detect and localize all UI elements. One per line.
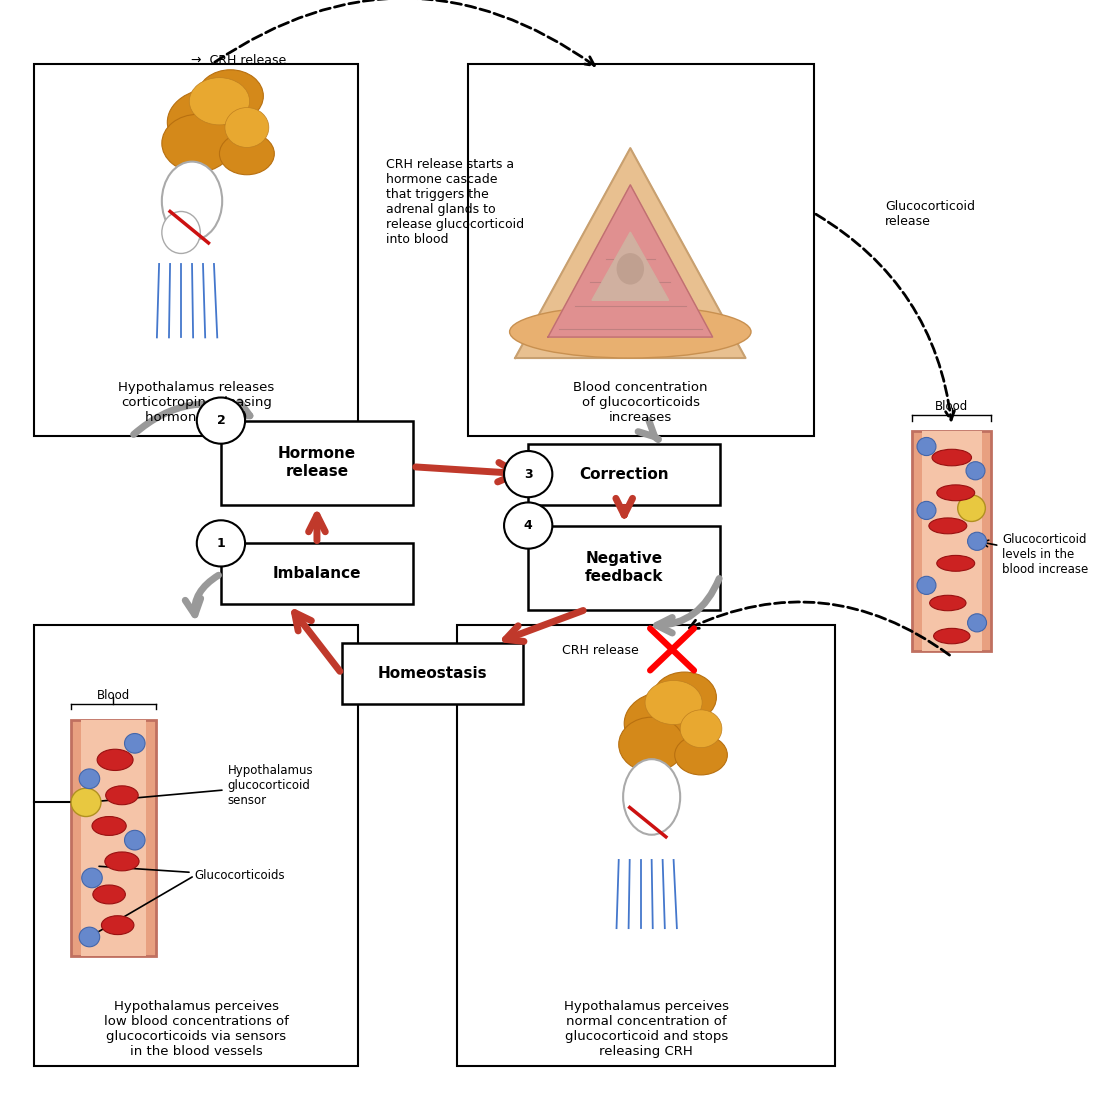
- Circle shape: [504, 502, 552, 548]
- Ellipse shape: [617, 253, 645, 284]
- Ellipse shape: [937, 485, 975, 501]
- Text: Blood: Blood: [935, 400, 968, 414]
- Text: Homeostasis: Homeostasis: [378, 666, 487, 682]
- Circle shape: [124, 830, 145, 850]
- Ellipse shape: [106, 785, 139, 805]
- Text: Negative
feedback: Negative feedback: [585, 551, 663, 584]
- Text: 3: 3: [524, 467, 533, 480]
- Ellipse shape: [97, 749, 133, 770]
- Ellipse shape: [623, 759, 680, 835]
- Ellipse shape: [509, 305, 751, 358]
- Ellipse shape: [957, 494, 985, 522]
- FancyBboxPatch shape: [342, 643, 523, 703]
- FancyBboxPatch shape: [70, 720, 156, 956]
- Ellipse shape: [105, 852, 140, 871]
- FancyBboxPatch shape: [221, 420, 413, 504]
- Circle shape: [79, 927, 99, 946]
- Text: Correction: Correction: [580, 467, 669, 481]
- FancyBboxPatch shape: [35, 626, 359, 1066]
- Text: 4: 4: [524, 519, 533, 532]
- Polygon shape: [592, 232, 669, 301]
- Circle shape: [966, 462, 985, 480]
- Ellipse shape: [645, 680, 703, 724]
- Ellipse shape: [929, 517, 967, 534]
- Text: 1: 1: [217, 537, 226, 550]
- Ellipse shape: [624, 691, 712, 756]
- Text: 2: 2: [217, 415, 226, 427]
- Ellipse shape: [102, 916, 134, 934]
- Ellipse shape: [680, 710, 722, 747]
- Text: Imbalance: Imbalance: [273, 567, 361, 581]
- Text: CRH release: CRH release: [562, 644, 639, 657]
- Circle shape: [967, 614, 986, 632]
- Ellipse shape: [929, 595, 966, 610]
- Text: Hypothalamus perceives
low blood concentrations of
glucocorticoids via sensors
i: Hypothalamus perceives low blood concent…: [104, 1000, 288, 1058]
- Ellipse shape: [168, 89, 260, 156]
- Ellipse shape: [652, 672, 716, 722]
- Circle shape: [79, 769, 99, 789]
- Text: Glucocorticoids: Glucocorticoids: [99, 866, 285, 882]
- Circle shape: [504, 451, 552, 497]
- Circle shape: [197, 397, 245, 444]
- Text: CRH release starts a
hormone cascade
that triggers the
adrenal glands to
release: CRH release starts a hormone cascade tha…: [385, 159, 524, 246]
- Circle shape: [197, 521, 245, 567]
- Ellipse shape: [675, 735, 727, 775]
- Ellipse shape: [934, 628, 970, 643]
- FancyBboxPatch shape: [468, 63, 813, 437]
- Text: Glucocorticoid
release: Glucocorticoid release: [885, 200, 975, 229]
- Circle shape: [124, 733, 145, 753]
- Text: Hormone
release: Hormone release: [278, 446, 356, 479]
- Circle shape: [917, 438, 936, 455]
- Ellipse shape: [162, 211, 200, 254]
- FancyBboxPatch shape: [913, 431, 991, 652]
- Text: Blood: Blood: [97, 689, 130, 702]
- Text: Hypothalamus perceives
normal concentration of
glucocorticoid and stops
releasin: Hypothalamus perceives normal concentrat…: [564, 1000, 728, 1058]
- Text: →  CRH release: → CRH release: [191, 55, 287, 68]
- Ellipse shape: [937, 556, 975, 571]
- Ellipse shape: [92, 816, 126, 836]
- Text: Hypothalamus releases
corticotropin-releasing
hormone (CRH): Hypothalamus releases corticotropin-rele…: [118, 381, 275, 423]
- FancyBboxPatch shape: [221, 544, 413, 604]
- Polygon shape: [548, 185, 713, 337]
- Ellipse shape: [219, 132, 275, 175]
- Ellipse shape: [93, 885, 125, 904]
- Circle shape: [967, 532, 986, 550]
- Circle shape: [82, 869, 103, 887]
- FancyBboxPatch shape: [528, 444, 720, 504]
- FancyBboxPatch shape: [922, 431, 982, 652]
- Ellipse shape: [162, 115, 233, 172]
- Ellipse shape: [189, 78, 249, 125]
- Ellipse shape: [71, 788, 101, 816]
- Ellipse shape: [225, 107, 269, 148]
- Ellipse shape: [932, 450, 972, 466]
- Text: Hypothalamus
glucocorticoid
sensor: Hypothalamus glucocorticoid sensor: [88, 765, 313, 807]
- Text: Glucocorticoid
levels in the
blood increase: Glucocorticoid levels in the blood incre…: [982, 533, 1088, 577]
- FancyBboxPatch shape: [35, 63, 359, 437]
- Polygon shape: [515, 148, 745, 358]
- FancyBboxPatch shape: [457, 626, 836, 1066]
- FancyBboxPatch shape: [80, 720, 146, 956]
- FancyBboxPatch shape: [528, 525, 720, 609]
- Circle shape: [917, 501, 936, 520]
- Circle shape: [917, 577, 936, 594]
- Ellipse shape: [162, 162, 222, 241]
- Ellipse shape: [198, 70, 264, 123]
- Ellipse shape: [619, 718, 685, 771]
- Text: Blood concentration
of glucocorticoids
increases: Blood concentration of glucocorticoids i…: [573, 381, 708, 423]
